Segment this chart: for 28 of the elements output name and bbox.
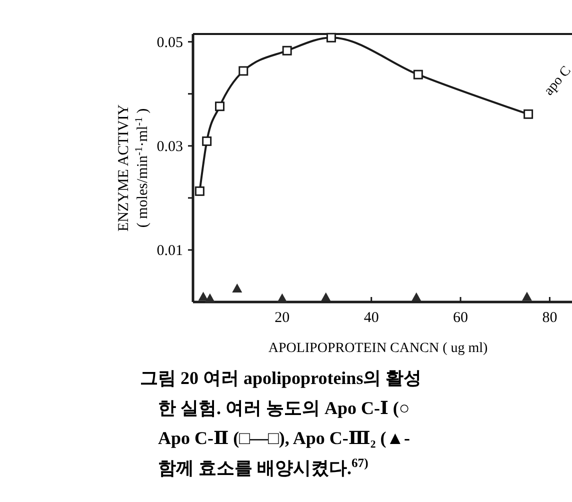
text: 한 실험. 여러 농도의 Apo C-Ⅰ (○ [158,398,410,418]
x-tick-label: 20 [274,310,290,326]
y-tick-label: 0.01 [156,243,183,260]
point [413,70,423,80]
point [202,136,212,146]
point [232,283,242,292]
point [277,293,288,302]
point [411,292,422,302]
point [238,66,248,76]
point [320,292,331,302]
x-tick-label: 60 [453,310,468,326]
caption: 그림 20 여러 apolipoproteins의 활성 [140,368,422,388]
x-tick-label: 40 [364,310,379,326]
point [194,186,204,196]
annotation: apo C [542,64,572,99]
x-tick-label: 80 [542,310,558,326]
point [215,102,225,112]
y-tick-label: 0.05 [156,35,183,52]
text: 함께 효소를 배양시켰다.$^{67)}$ [158,456,368,478]
point [204,293,215,302]
x-axis-title: APOLIPOPROTEIN CANCN ( ug ml) [268,341,488,356]
point [198,292,208,301]
point [326,32,336,42]
text: Apo C-Ⅱ (□—□), Apo C-Ⅲ₂ (▲- [158,428,410,448]
point [282,46,292,56]
y-tick-label: 0.03 [156,139,183,156]
point [524,109,534,119]
point [522,292,532,301]
